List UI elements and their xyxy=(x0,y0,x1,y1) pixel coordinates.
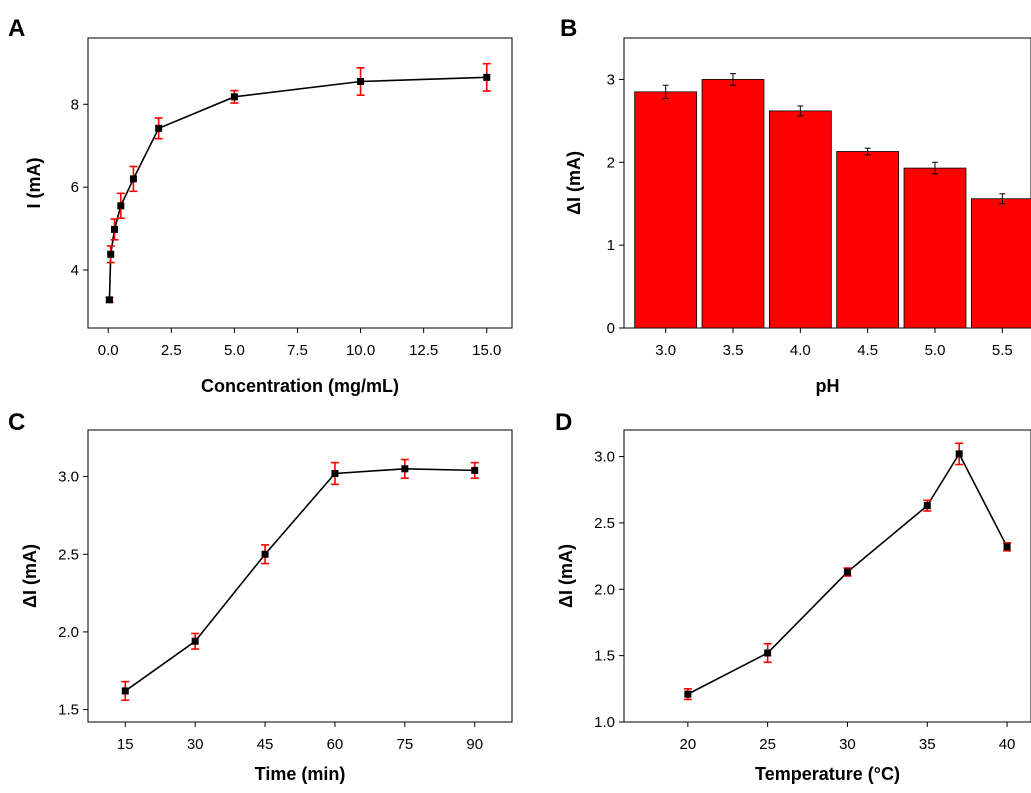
x-tick-label: 7.5 xyxy=(287,342,308,359)
x-tick-label: 15.0 xyxy=(472,342,501,359)
data-point xyxy=(923,502,931,510)
y-tick-label: 1 xyxy=(607,237,615,254)
plot-frame xyxy=(623,429,1031,723)
x-tick-label: 5.0 xyxy=(925,342,946,359)
y-tick-label: 1.5 xyxy=(594,648,615,665)
x-tick-label: 30 xyxy=(839,736,856,753)
data-point xyxy=(105,296,113,304)
panel-d: D 20 25 30 35 40 1.0 1.5 2.0 2.5 3.0 Temperature (°… xyxy=(555,409,1031,784)
data-point xyxy=(955,450,963,458)
data-point xyxy=(331,469,339,477)
bar xyxy=(768,110,832,329)
panel-a: A 0.0 2.5 5.0 7.5 10.0 12.5 15.0 4 6 8 Concentratio… xyxy=(8,15,513,396)
y-tick-label: 1.0 xyxy=(594,714,615,731)
y-tick-label: 1.5 xyxy=(58,702,79,719)
panel-b: B 3.0 3.5 4.0 4.5 5.0 5.5 0 1 2 3 pH ΔI (mA) xyxy=(560,15,1031,396)
x-tick-label: 10.0 xyxy=(346,342,375,359)
data-point xyxy=(121,687,129,695)
y-tick-label: 2.5 xyxy=(594,515,615,532)
data-point xyxy=(1003,543,1011,551)
data-point xyxy=(230,93,238,101)
plot-frame xyxy=(87,37,513,329)
x-tick-label: 4.0 xyxy=(790,342,811,359)
y-tick-label: 2.0 xyxy=(594,581,615,598)
series-line xyxy=(687,452,1008,695)
data-point xyxy=(401,465,409,473)
y-tick-label: 2 xyxy=(607,154,615,171)
y-tick-label: 2.0 xyxy=(58,624,79,641)
x-tick-label: 60 xyxy=(327,736,344,753)
x-tick-label: 15 xyxy=(117,736,134,753)
series-line xyxy=(108,76,487,300)
data-point xyxy=(684,690,692,698)
panel-letter: B xyxy=(560,15,577,42)
y-tick-label: 8 xyxy=(71,96,79,113)
data-point xyxy=(117,202,125,210)
y-tick-label: 4 xyxy=(71,262,79,279)
panel-letter: A xyxy=(8,15,25,42)
x-axis-title: Temperature (°C) xyxy=(755,764,900,784)
y-tick-label: 3.0 xyxy=(594,449,615,466)
x-tick-label: 3.5 xyxy=(723,342,744,359)
bar xyxy=(903,167,967,329)
x-axis-title: pH xyxy=(816,376,840,396)
y-tick-label: 2.5 xyxy=(58,546,79,563)
x-tick-label: 45 xyxy=(257,736,274,753)
y-tick-label: 3.0 xyxy=(58,469,79,486)
x-tick-label: 25 xyxy=(759,736,776,753)
x-tick-label: 35 xyxy=(919,736,936,753)
data-point xyxy=(129,175,137,183)
data-point xyxy=(357,78,365,85)
x-tick-label: 2.5 xyxy=(161,342,182,359)
y-axis-title: ΔI (mA) xyxy=(20,544,40,608)
x-tick-label: 20 xyxy=(679,736,696,753)
panel-letter: C xyxy=(8,409,25,436)
data-point xyxy=(471,466,479,474)
data-point xyxy=(843,568,851,576)
data-point xyxy=(155,124,163,132)
y-tick-label: 6 xyxy=(71,179,79,196)
x-tick-label: 30 xyxy=(187,736,204,753)
x-tick-label: 0.0 xyxy=(98,342,119,359)
y-tick-label: 0 xyxy=(607,320,615,337)
x-tick-label: 12.5 xyxy=(409,342,438,359)
y-axis-title: ΔI (mA) xyxy=(564,151,584,215)
data-point xyxy=(191,637,199,645)
x-tick-label: 90 xyxy=(466,736,483,753)
x-tick-label: 40 xyxy=(999,736,1016,753)
bar xyxy=(836,151,900,329)
panel-c: C 15 30 45 60 75 90 1.5 2.0 2.5 3.0 Time (min) ΔI (m… xyxy=(8,409,513,784)
data-point xyxy=(107,250,115,258)
bar xyxy=(701,79,765,329)
x-tick-label: 5.5 xyxy=(992,342,1013,359)
panel-letter: D xyxy=(555,409,572,436)
data-point xyxy=(483,73,491,81)
plot-frame xyxy=(87,429,513,723)
y-axis-title: ΔI (mA) xyxy=(556,544,576,608)
x-axis-title: Time (min) xyxy=(255,764,346,784)
data-point xyxy=(764,649,772,657)
data-point xyxy=(261,550,269,558)
y-axis-title: I (mA) xyxy=(24,158,44,209)
x-tick-label: 75 xyxy=(396,736,413,753)
x-axis-title: Concentration (mg/mL) xyxy=(201,376,399,396)
x-tick-label: 4.5 xyxy=(857,342,878,359)
bar xyxy=(634,91,698,329)
x-tick-label: 3.0 xyxy=(655,342,676,359)
bar xyxy=(970,198,1031,329)
series-line xyxy=(124,468,475,692)
x-tick-label: 5.0 xyxy=(224,342,245,359)
data-point xyxy=(111,225,118,233)
y-tick-label: 3 xyxy=(607,71,615,88)
